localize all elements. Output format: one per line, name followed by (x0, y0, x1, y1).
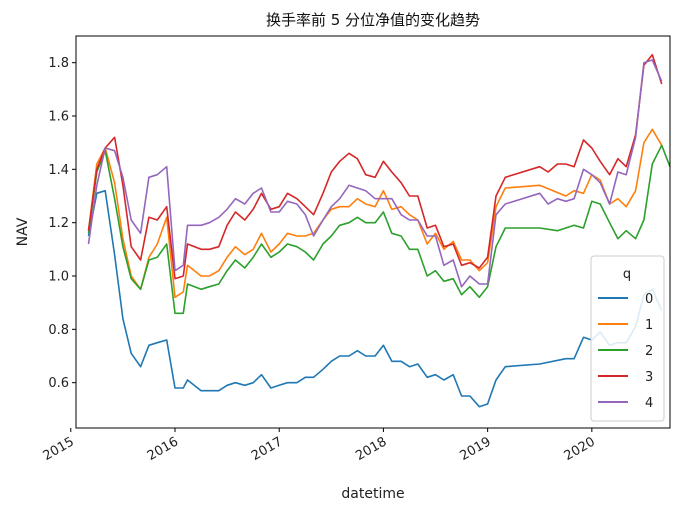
plot-lines (87, 53, 671, 408)
y-tick-label: 1.6 (48, 110, 69, 125)
chart-title: 换手率前 5 分位净值的变化趋势 (266, 11, 480, 29)
y-axis-label: NAV (15, 217, 31, 246)
legend-label-q4: 4 (645, 396, 653, 411)
legend: q 0 1 2 3 4 (590, 255, 665, 422)
series-line-q3 (87, 53, 663, 280)
y-tick-label: 1.4 (48, 163, 69, 178)
legend-label-q2: 2 (645, 344, 653, 359)
legend-label-q1: 1 (645, 318, 653, 333)
x-axis-label: datetime (341, 486, 404, 502)
legend-title: q (623, 267, 631, 282)
series-line-q2 (87, 144, 671, 315)
y-tick-label: 0.8 (48, 323, 69, 338)
y-tick-label: 0.6 (48, 376, 69, 391)
y-tick-label: 1.0 (48, 270, 69, 285)
legend-label-q3: 3 (645, 370, 653, 385)
legend-entries: 0 1 2 3 4 (598, 292, 653, 411)
y-axis-ticks: 0.6 0.8 1.0 1.2 1.4 1.6 1.8 (48, 56, 76, 391)
series-line-q1 (87, 128, 663, 299)
legend-label-q0: 0 (645, 292, 653, 307)
y-tick-label: 1.8 (48, 56, 69, 71)
series-line-q0 (87, 189, 663, 408)
y-tick-label: 1.2 (48, 216, 69, 231)
series-line-q4 (87, 59, 663, 288)
plot-frame (75, 35, 671, 429)
